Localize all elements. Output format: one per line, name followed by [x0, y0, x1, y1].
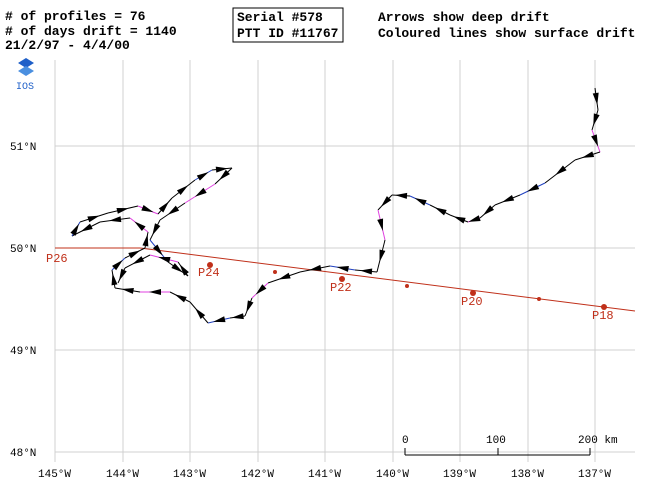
drift-track: [70, 87, 601, 324]
lat-label: 49°N: [10, 346, 36, 358]
lat-label: 48°N: [10, 448, 36, 460]
header-line: # of days drift = 1140: [5, 24, 177, 39]
drift-arrow: [219, 169, 230, 181]
drift-arrow: [581, 151, 595, 158]
header-line: 21/2/97 - 4/4/00: [5, 38, 130, 53]
drift-arrow: [176, 185, 189, 196]
drift-arrow: [377, 218, 384, 231]
drift-arrow: [109, 216, 122, 223]
drift-arrow: [132, 256, 145, 265]
scale-label: 200 km: [578, 435, 618, 447]
lat-label: 51°N: [10, 142, 36, 154]
drift-arrow: [118, 268, 127, 281]
drift-arrow: [592, 92, 599, 105]
drift-arrow: [134, 221, 146, 232]
header-line: # of profiles = 76: [5, 9, 146, 24]
legend-text: Arrows show deep drift: [378, 10, 550, 25]
station-label: P26: [46, 252, 68, 266]
scale-label: 100: [486, 435, 506, 447]
drift-arrow: [527, 183, 540, 192]
drift-arrow: [555, 165, 567, 176]
drift-arrow: [468, 215, 481, 222]
drift-arrow: [593, 113, 600, 126]
drift-arrow: [434, 207, 447, 216]
drift-arrow: [395, 192, 408, 199]
lon-label: 137°W: [578, 469, 611, 481]
section-line: [55, 247, 636, 312]
drift-arrow: [152, 244, 163, 256]
drift-arrow: [196, 171, 209, 181]
drift-arrow: [158, 201, 169, 213]
drift-arrow: [142, 234, 149, 247]
lon-label: 139°W: [443, 469, 476, 481]
scale-label: 0: [402, 435, 409, 447]
drift-arrow: [128, 250, 141, 259]
logo-text: IOS: [16, 82, 34, 93]
drift-arrow: [158, 257, 171, 263]
serial: Serial #578: [237, 10, 323, 25]
drift-arrow: [121, 287, 134, 294]
id-box: [232, 7, 344, 43]
drift-arrow: [379, 249, 386, 262]
drift-arrow: [501, 194, 515, 203]
drift-arrow: [213, 316, 226, 323]
drift-arrow: [87, 215, 100, 223]
lon-label: 142°W: [241, 469, 274, 481]
logo: IOS: [16, 58, 34, 93]
ptt-id: PTT ID #11767: [237, 26, 338, 41]
lat-label: 50°N: [10, 244, 36, 256]
drift-arrow: [70, 223, 79, 236]
drift-arrow: [414, 198, 427, 206]
drift-arrow: [336, 265, 349, 272]
drift-arrow: [215, 166, 228, 173]
drift-arrow: [149, 289, 161, 295]
drift-arrow: [171, 263, 183, 273]
drift-arrow: [360, 268, 373, 275]
drift-arrow: [194, 187, 207, 197]
station-label: P22: [330, 281, 352, 295]
drift-arrow: [116, 207, 129, 214]
lon-label: 141°W: [308, 469, 341, 481]
lon-label: 140°W: [376, 469, 409, 481]
drift-arrow: [246, 300, 254, 313]
drift-arrow: [309, 264, 322, 271]
drift-arrow: [482, 205, 494, 216]
drift-arrow: [591, 134, 599, 147]
lon-label: 144°W: [106, 469, 139, 481]
drift-arrow: [112, 259, 123, 271]
drift-arrow: [141, 204, 154, 213]
drift-arrow: [179, 264, 189, 276]
longitude-labels: 145°W 144°W 143°W 142°W 141°W 140°W 139°…: [38, 469, 611, 481]
drift-arrow: [152, 223, 161, 236]
drift-arrow: [167, 205, 180, 215]
drift-arrow: [278, 272, 291, 280]
legend-text: Coloured lines show surface drift: [378, 26, 635, 41]
lon-label: 138°W: [511, 469, 544, 481]
drift-arrow: [255, 284, 267, 295]
scale-bar: [404, 448, 591, 456]
drift-arrow: [111, 273, 118, 286]
drift-arrow: [231, 313, 244, 320]
grid: [54, 60, 635, 462]
station-label: P20: [461, 295, 483, 309]
drift-arrow: [80, 223, 93, 232]
drift-arrow: [174, 294, 187, 303]
station-label: P18: [592, 309, 614, 323]
drift-arrow: [453, 216, 466, 224]
drift-arrow: [195, 307, 206, 320]
station-label: P24: [198, 266, 220, 280]
lon-label: 143°W: [173, 469, 206, 481]
drift-arrow: [380, 196, 392, 207]
latitude-labels: 51°N 50°N 49°N 48°N: [10, 142, 36, 460]
lon-label: 145°W: [38, 469, 71, 481]
